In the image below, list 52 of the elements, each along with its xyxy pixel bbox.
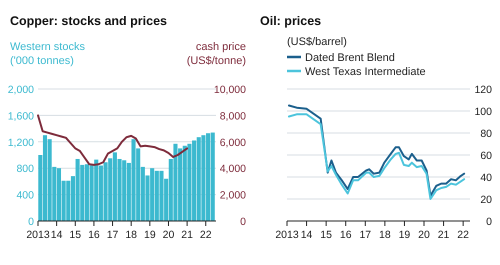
x-tick-label: 17 bbox=[106, 229, 119, 241]
y2-tick-label: 8,000 bbox=[220, 110, 246, 122]
y-tick-label: 120 bbox=[474, 84, 492, 96]
chart-subtitle: (US$/barrel) bbox=[287, 36, 347, 48]
chart-title: Copper: stocks and prices bbox=[10, 14, 168, 28]
y-tick-label: 2,000 bbox=[8, 84, 34, 96]
x-tick-label: 2013 bbox=[275, 229, 299, 241]
x-tick-label: 14 bbox=[50, 229, 63, 241]
x-tick-label: 19 bbox=[144, 229, 156, 241]
y-axis-title: Western stocks ('000 tonnes) bbox=[10, 41, 86, 67]
bar bbox=[131, 139, 136, 221]
y-tick-label: 0 bbox=[486, 216, 492, 228]
y2-tick-label: 4,000 bbox=[220, 163, 246, 176]
x-tick-label: 15 bbox=[320, 229, 332, 241]
x-tick-label: 22 bbox=[200, 229, 212, 241]
x-tick-label: 14 bbox=[300, 229, 313, 241]
x-tick-label: 20 bbox=[418, 229, 430, 241]
y-tick-label: 400 bbox=[16, 190, 34, 202]
y2-tick-label: 0 bbox=[240, 216, 246, 228]
line-series bbox=[37, 114, 188, 166]
y-tick-label: 40 bbox=[480, 172, 492, 184]
bar bbox=[56, 168, 62, 221]
y-tick-label: 20 bbox=[480, 194, 492, 206]
x-tick-label: 16 bbox=[340, 229, 352, 241]
legend-label: West Texas Intermediate bbox=[305, 66, 426, 78]
x-tick-label: 18 bbox=[379, 229, 391, 241]
y-tick-label: 80 bbox=[480, 128, 492, 140]
y-tick-label: 1,200 bbox=[8, 136, 34, 149]
x-tick-label: 22 bbox=[457, 229, 470, 241]
legend-label: Dated Brent Blend bbox=[305, 52, 395, 64]
x-tick-label: 16 bbox=[88, 229, 100, 241]
x-tick-label: 21 bbox=[181, 229, 194, 241]
x-tick-label: 2013 bbox=[26, 229, 50, 241]
bar bbox=[173, 144, 178, 221]
y-tick-label: 60 bbox=[480, 150, 492, 162]
x-tick-label: 19 bbox=[398, 229, 410, 241]
y2-tick-label: 6,000 bbox=[220, 136, 246, 149]
x-tick-label: 20 bbox=[162, 229, 174, 241]
x-tick-label: 17 bbox=[359, 229, 372, 241]
bar bbox=[42, 135, 48, 221]
x-tick-label: 21 bbox=[438, 229, 450, 241]
y2-tick-label: 2,000 bbox=[220, 190, 246, 202]
y2-tick-label: 10,000 bbox=[214, 84, 246, 96]
x-tick-label: 15 bbox=[69, 229, 82, 241]
y2-axis-title: cash price (US$/tonne) bbox=[186, 41, 246, 67]
y-tick-label: 100 bbox=[474, 106, 492, 118]
y-tick-label: 1,600 bbox=[8, 110, 34, 122]
chart-title: Oil: prices bbox=[260, 14, 322, 28]
x-tick-label: 18 bbox=[125, 229, 138, 241]
y-tick-label: 800 bbox=[16, 163, 34, 176]
bar bbox=[159, 170, 164, 221]
y-tick-label: 0 bbox=[28, 216, 34, 228]
